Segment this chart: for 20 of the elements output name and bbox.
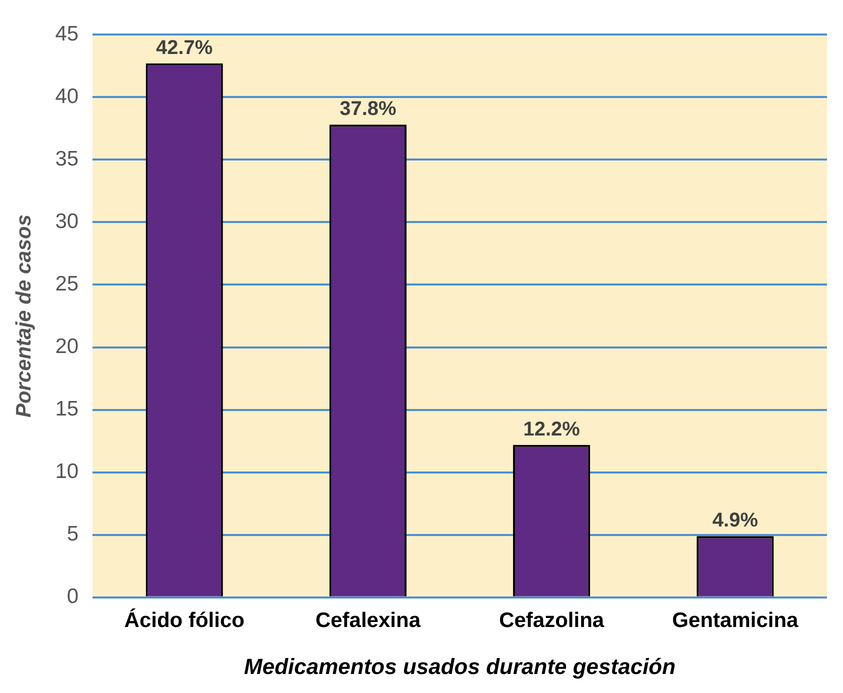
- x-tick-label: Cefalexina: [315, 608, 421, 632]
- y-tick-label: 20: [55, 335, 79, 358]
- x-tick-label: Cefazolina: [499, 608, 604, 632]
- x-tick-label: Ácido fólico: [124, 608, 244, 632]
- data-label: 12.2%: [523, 418, 580, 440]
- y-tick-label: 5: [66, 522, 79, 546]
- y-tick-label: 15: [55, 398, 79, 421]
- data-label: 37.8%: [340, 98, 397, 120]
- data-label: 42.7%: [156, 36, 213, 59]
- y-tick-label: 10: [55, 460, 79, 484]
- y-tick-label: 40: [55, 84, 79, 108]
- x-tick-label: Gentamicina: [672, 608, 799, 632]
- y-tick-label: 0: [66, 585, 79, 608]
- y-tick-label: 35: [55, 147, 79, 170]
- y-axis-title: Porcentaje de casos: [12, 214, 36, 418]
- y-tick-label: 30: [55, 210, 79, 233]
- y-tick-label: 45: [55, 22, 79, 46]
- x-axis-title: Medicamentos usados durante gestación: [244, 654, 676, 679]
- data-label: 4.9%: [712, 510, 758, 532]
- y-tick-label: 25: [55, 272, 79, 296]
